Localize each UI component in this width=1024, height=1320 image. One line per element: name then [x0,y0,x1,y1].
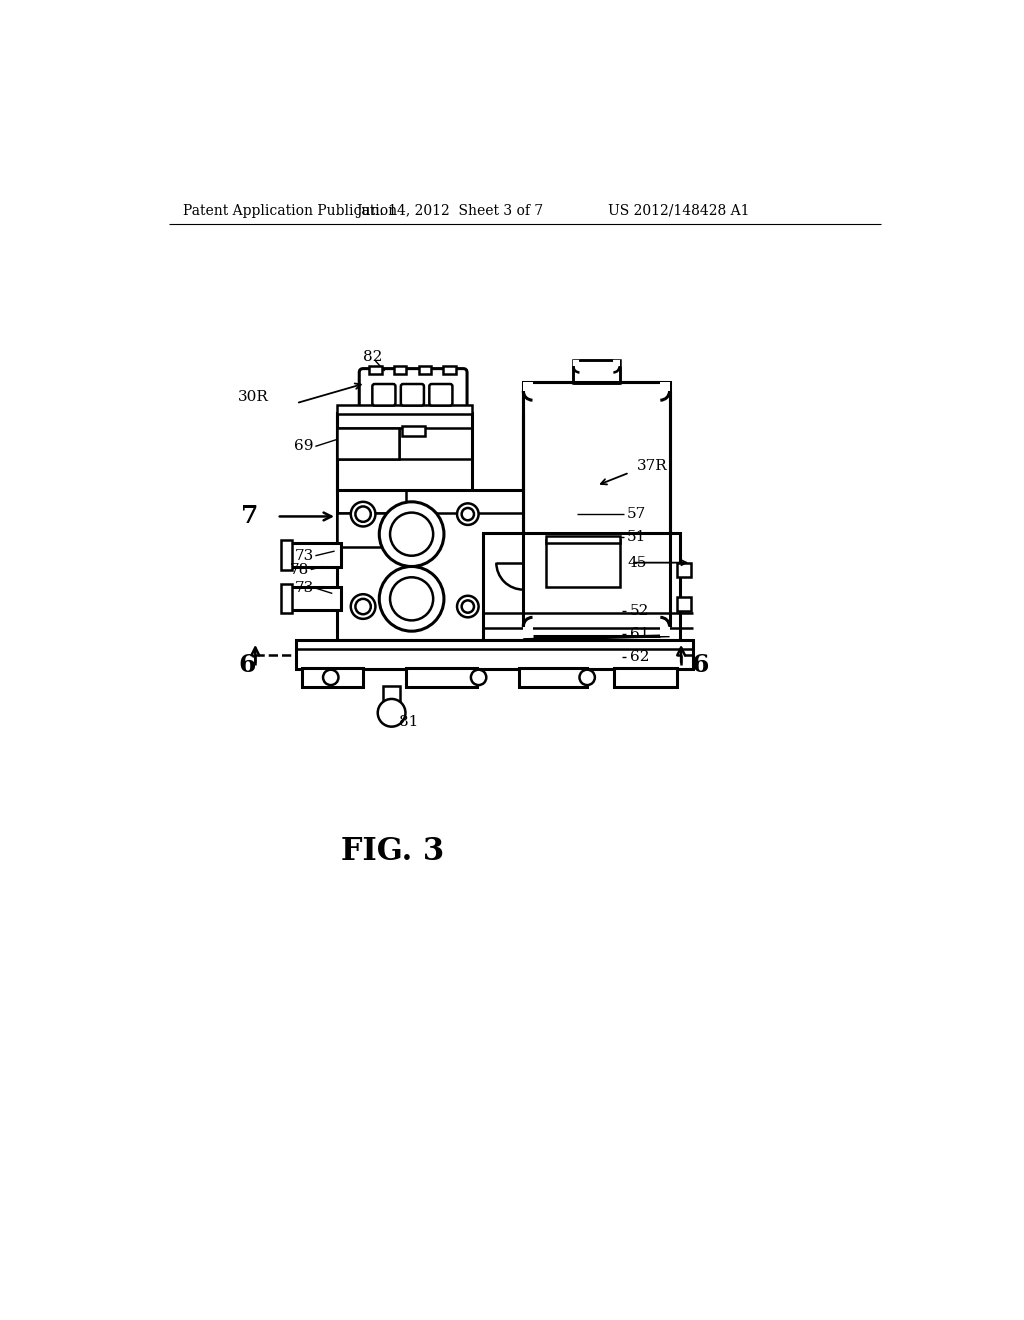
Bar [281,585,292,614]
FancyBboxPatch shape [400,384,424,405]
Bar [547,540,620,586]
Text: 61: 61 [630,627,649,642]
Text: 37R: 37R [637,459,668,474]
Text: 7: 7 [241,504,258,528]
Bar [401,426,425,436]
Bar [523,381,532,391]
Bar [289,587,341,610]
Circle shape [462,508,474,520]
Circle shape [351,594,376,619]
Circle shape [323,669,339,685]
Circle shape [379,502,444,566]
Text: 73: 73 [295,581,313,595]
Bar [337,512,407,548]
Circle shape [457,503,478,525]
Bar [337,490,523,640]
Text: 78: 78 [290,562,309,577]
Bar [337,405,472,414]
Text: 6: 6 [691,653,709,677]
FancyBboxPatch shape [429,384,453,405]
Text: Jun. 14, 2012  Sheet 3 of 7: Jun. 14, 2012 Sheet 3 of 7 [356,203,544,218]
Text: Patent Application Publication: Patent Application Publication [183,203,397,218]
Bar [407,668,477,688]
Bar [677,597,691,611]
Text: 30R: 30R [239,391,269,404]
Bar [660,627,670,636]
Bar [519,668,587,688]
FancyBboxPatch shape [373,384,395,405]
Bar [383,686,400,708]
Bar [660,381,670,391]
Bar [523,627,532,636]
Text: US 2012/148428 A1: US 2012/148428 A1 [608,203,750,218]
Circle shape [355,599,371,614]
Text: 62: 62 [630,651,649,664]
Circle shape [462,601,474,612]
Bar [547,536,620,544]
Text: FIG. 3: FIG. 3 [341,836,444,867]
FancyBboxPatch shape [359,368,467,430]
Circle shape [378,700,406,726]
Bar [296,640,692,669]
Bar [483,533,680,640]
Bar [523,381,670,636]
Circle shape [580,669,595,685]
Text: 57: 57 [628,507,646,521]
Circle shape [457,595,478,618]
Bar [419,367,431,374]
Text: 82: 82 [364,350,383,364]
Bar [281,540,292,570]
Text: 69: 69 [294,440,313,453]
Circle shape [390,577,433,620]
Text: 52: 52 [630,605,649,618]
Text: 6: 6 [239,653,256,677]
Bar [443,367,456,374]
Bar [301,668,364,688]
Circle shape [351,502,376,527]
Bar [289,544,341,566]
Circle shape [471,669,486,685]
Bar [337,428,398,459]
Bar [613,360,620,367]
Bar [573,360,580,367]
Bar [370,367,382,374]
Text: 81: 81 [398,715,418,729]
Bar [337,412,472,494]
Circle shape [379,566,444,631]
Text: 51: 51 [628,531,646,544]
Bar [394,367,407,374]
Bar [677,562,691,577]
Text: 45: 45 [628,556,646,570]
Bar [614,668,677,688]
Circle shape [355,507,371,521]
Circle shape [390,512,433,556]
Bar [573,360,620,383]
Text: 73: 73 [295,549,313,562]
